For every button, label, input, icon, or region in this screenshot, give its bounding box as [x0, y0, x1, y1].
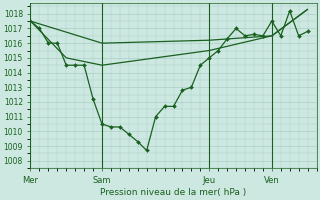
X-axis label: Pression niveau de la mer( hPa ): Pression niveau de la mer( hPa )	[100, 188, 247, 197]
